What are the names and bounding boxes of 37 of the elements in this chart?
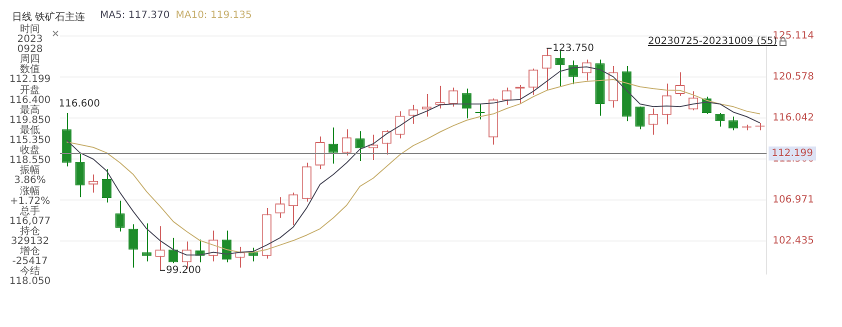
- text: 涨幅: [19, 186, 41, 196]
- text: MA10: 119.135: [176, 10, 252, 21]
- annotation: 99.200: [166, 264, 201, 276]
- text: 时间: [20, 24, 40, 35]
- y-tick-label: 102.435: [772, 236, 814, 247]
- text: 最低: [20, 124, 40, 136]
- ref-line-label: 112.199: [772, 148, 814, 160]
- text: 周四: [19, 54, 41, 66]
- text: MA5: 117.370: [100, 10, 170, 21]
- text: -25417: [11, 256, 49, 268]
- text: 112.199: [8, 74, 52, 86]
- text: 今结: [20, 266, 40, 278]
- chart-title: 日线 铁矿石主连: [12, 10, 86, 24]
- text: 2023: [16, 34, 44, 46]
- y-tick-label: 120.578: [772, 72, 814, 83]
- text: 0928: [16, 44, 44, 56]
- text: 数值: [20, 64, 40, 76]
- y-tick-label: 116.042: [772, 112, 814, 124]
- text: 118.550: [8, 155, 52, 166]
- text: 329132: [10, 236, 50, 247]
- text: 115.350: [8, 135, 52, 146]
- text: 振幅: [20, 165, 40, 176]
- text: 116,077: [8, 216, 52, 227]
- text: 增仓: [20, 246, 40, 258]
- y-tick-label: 106.971: [772, 194, 814, 206]
- annotation: 116.600: [58, 98, 100, 110]
- annotation: 123.750: [552, 42, 594, 54]
- text: 118.050: [8, 276, 52, 288]
- text: 3.86%: [13, 175, 47, 186]
- text: 开盘: [20, 84, 40, 96]
- text: 总手: [20, 206, 40, 217]
- text: 持仓: [20, 226, 40, 237]
- text: +1.72%: [8, 196, 52, 207]
- text: 最高: [20, 104, 40, 116]
- text: 收盘: [20, 145, 40, 156]
- text: 116.400: [8, 94, 52, 106]
- text: 119.850: [8, 114, 52, 126]
